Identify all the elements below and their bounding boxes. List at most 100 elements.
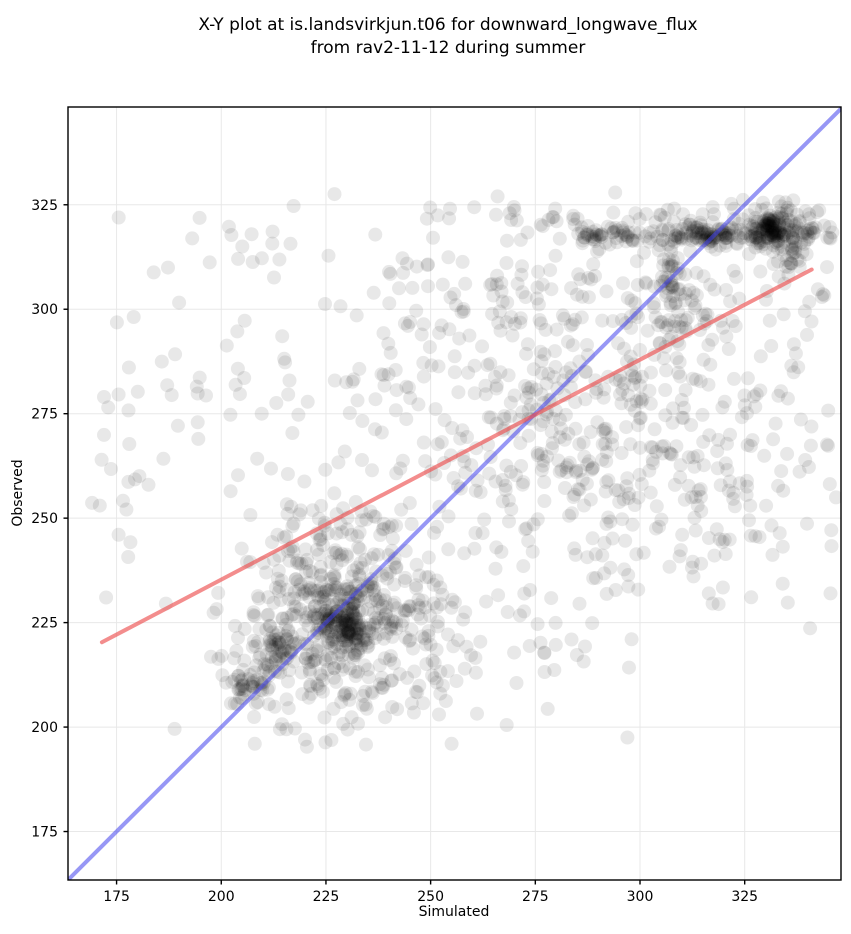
scatter-point bbox=[594, 230, 609, 244]
scatter-point bbox=[678, 383, 693, 398]
scatter-point bbox=[822, 230, 837, 245]
scatter-point bbox=[423, 608, 438, 623]
scatter-point bbox=[752, 530, 767, 545]
scatter-point bbox=[760, 230, 775, 245]
scatter-point bbox=[784, 358, 799, 373]
scatter-point bbox=[701, 586, 716, 601]
scatter-point bbox=[329, 545, 344, 560]
x-tick-label: 300 bbox=[627, 889, 654, 905]
scatter-point bbox=[597, 535, 612, 550]
scatter-point bbox=[759, 218, 774, 233]
scatter-point bbox=[785, 230, 800, 245]
scatter-point bbox=[643, 231, 658, 246]
scatter-point bbox=[358, 620, 373, 635]
scatter-point bbox=[721, 483, 736, 498]
scatter-point bbox=[767, 228, 782, 243]
scatter-point bbox=[667, 319, 682, 334]
scatter-point bbox=[437, 413, 452, 428]
scatter-point bbox=[564, 506, 579, 521]
scatter-point bbox=[287, 721, 302, 736]
scatter-point bbox=[389, 615, 404, 629]
scatter-point bbox=[764, 219, 779, 234]
scatter-point bbox=[688, 523, 703, 538]
scatter-point bbox=[467, 386, 482, 401]
scatter-point bbox=[749, 230, 763, 245]
scatter-point bbox=[381, 336, 396, 351]
scatter-point bbox=[247, 665, 262, 680]
scatter-point bbox=[664, 447, 679, 462]
scatter-point bbox=[383, 649, 398, 664]
scatter-point bbox=[271, 635, 286, 650]
scatter-point bbox=[383, 620, 398, 635]
scatter-point bbox=[272, 579, 287, 594]
scatter-point bbox=[284, 607, 299, 622]
scatter-point bbox=[348, 632, 363, 647]
scatter-point bbox=[657, 439, 672, 453]
scatter-point bbox=[315, 673, 330, 687]
scatter-point bbox=[588, 234, 602, 249]
scatter-point bbox=[277, 351, 292, 366]
scatter-point bbox=[686, 231, 701, 246]
scatter-point bbox=[517, 604, 532, 619]
scatter-point bbox=[403, 315, 418, 329]
scatter-point bbox=[804, 419, 819, 434]
scatter-point bbox=[343, 661, 357, 676]
scatter-point bbox=[563, 361, 578, 376]
scatter-point bbox=[509, 213, 524, 228]
scatter-point bbox=[394, 502, 409, 517]
scatter-point bbox=[573, 463, 588, 478]
scatter-point bbox=[416, 317, 431, 332]
scatter-point bbox=[758, 230, 773, 245]
scatter-point bbox=[289, 609, 304, 623]
scatter-point bbox=[434, 435, 449, 450]
scatter-point bbox=[288, 572, 303, 587]
scatter-point bbox=[168, 347, 183, 362]
scatter-point bbox=[444, 736, 459, 751]
scatter-point bbox=[729, 236, 744, 250]
scatter-point bbox=[781, 217, 796, 232]
scatter-point bbox=[318, 603, 333, 618]
scatter-point bbox=[441, 509, 456, 524]
scatter-point bbox=[810, 282, 825, 297]
scatter-point bbox=[275, 611, 290, 626]
scatter-point bbox=[766, 223, 780, 238]
scatter-point bbox=[784, 239, 799, 254]
scatter-point bbox=[534, 366, 549, 381]
scatter-point bbox=[327, 629, 342, 644]
scatter-point bbox=[85, 495, 100, 510]
scatter-point bbox=[521, 381, 536, 396]
scatter-point bbox=[425, 668, 440, 683]
scatter-point bbox=[726, 485, 741, 500]
scatter-point bbox=[258, 660, 273, 675]
scatter-point bbox=[227, 672, 242, 687]
scatter-point bbox=[209, 602, 224, 617]
scatter-point bbox=[668, 228, 683, 243]
scatter-point bbox=[313, 568, 328, 583]
scatter-point bbox=[350, 594, 365, 609]
scatter-point bbox=[504, 502, 519, 517]
scatter-point bbox=[771, 388, 786, 403]
scatter-point bbox=[438, 694, 453, 708]
scatter-point bbox=[303, 679, 318, 694]
scatter-point bbox=[268, 632, 283, 647]
scatter-point bbox=[514, 459, 529, 473]
scatter-point bbox=[314, 668, 329, 683]
scatter-point bbox=[719, 329, 734, 344]
scatter-point bbox=[353, 640, 368, 655]
scatter-point bbox=[389, 621, 404, 636]
scatter-point bbox=[310, 677, 324, 692]
scatter-point bbox=[119, 502, 134, 517]
scatter-point bbox=[735, 212, 750, 227]
scatter-point bbox=[667, 234, 682, 249]
scatter-point bbox=[785, 225, 799, 240]
scatter-point bbox=[446, 471, 461, 485]
scatter-point bbox=[430, 614, 445, 629]
scatter-point bbox=[770, 233, 785, 248]
scatter-point bbox=[421, 624, 436, 639]
scatter-point bbox=[674, 320, 689, 335]
scatter-point bbox=[224, 228, 239, 242]
scatter-point bbox=[720, 436, 734, 451]
scatter-point bbox=[339, 633, 354, 648]
scatter-point bbox=[271, 563, 286, 578]
scatter-point bbox=[464, 458, 479, 473]
